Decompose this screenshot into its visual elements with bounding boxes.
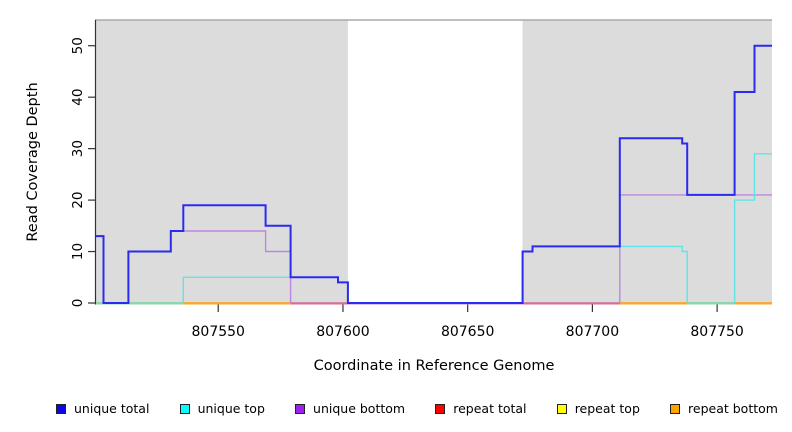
legend-item-repeat-total: repeat total [435,400,527,416]
y-tick-label: 10 [70,243,86,260]
y-tick-label: 20 [70,191,86,208]
legend-item-unique-total: unique total [56,400,150,416]
shaded-region [96,20,348,305]
legend-label: unique total [74,400,150,416]
legend-label: unique bottom [313,400,406,416]
legend-label: unique top [197,400,265,416]
legend-swatch-icon [435,404,446,414]
legend-swatch-icon [295,404,306,414]
shaded-region [522,20,772,305]
legend-label: repeat total [453,400,527,416]
x-tick-label: 807650 [441,324,494,340]
y-tick-label: 50 [70,37,86,54]
legend-label: repeat bottom [688,400,778,416]
y-tick-label: 0 [70,299,86,308]
x-tick-label: 807550 [192,324,245,340]
legend: unique total unique top unique bottom repea… [56,399,778,419]
y-axis-title: Read Coverage Depth [25,82,41,242]
y-tick-label: 30 [70,140,86,157]
legend-label: repeat top [574,400,640,416]
legend-swatch-icon [556,404,567,414]
x-tick-label: 807750 [690,324,743,340]
x-tick-label: 807700 [566,324,619,340]
x-axis-title: Coordinate in Reference Genome [313,358,555,374]
x-tick-label: 807600 [316,324,369,340]
coverage-step-chart: 0 10 20 30 40 50 807550 807600 807650 807700 80775… [70,19,772,340]
y-tick-label: 40 [70,89,86,106]
series-line-unique-total [96,44,772,304]
legend-swatch-icon [56,404,66,414]
legend-swatch-icon [179,404,190,414]
legend-item-repeat-bottom: repeat bottom [670,400,778,416]
legend-swatch-icon [670,404,681,414]
legend-item-unique-top: unique top [179,400,265,416]
legend-item-unique-bottom: unique bottom [295,400,406,416]
legend-item-repeat-top: repeat top [556,400,640,416]
